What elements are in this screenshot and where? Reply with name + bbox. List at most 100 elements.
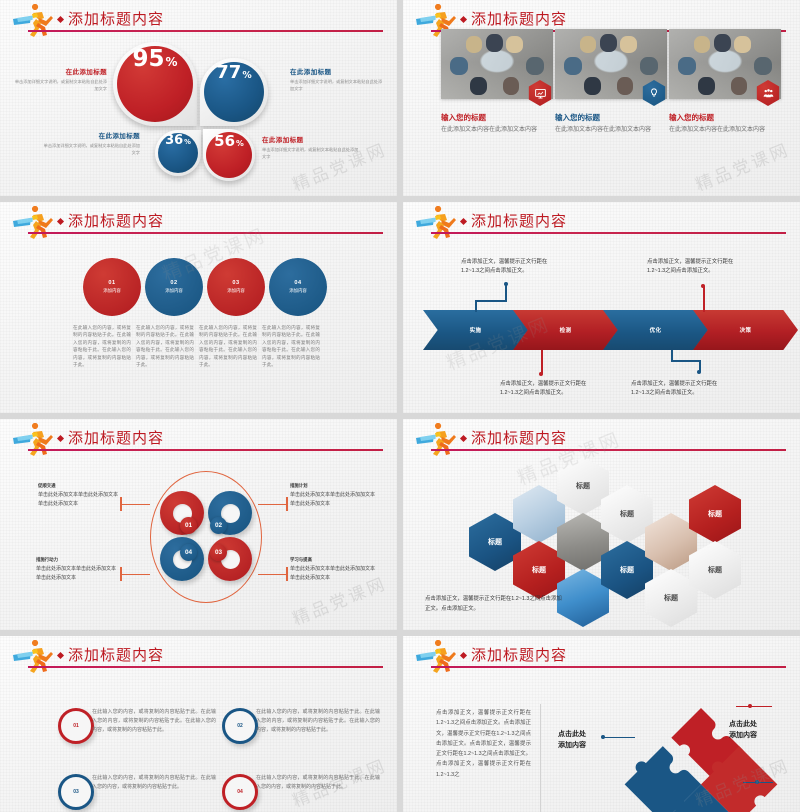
- process-step-3[interactable]: 优化: [603, 310, 708, 350]
- diamond-bullet-icon: [56, 434, 65, 443]
- process-note-2: 点击添加正文，温馨提示正文行距在1.2~1.3之间点击添加正文。: [500, 381, 587, 397]
- callout-line-3: [120, 574, 150, 575]
- hex-label-blue-2[interactable]: 标题: [601, 541, 653, 599]
- hex-photo-windmill[interactable]: [513, 485, 565, 543]
- item-ring-1[interactable]: 01: [58, 708, 94, 744]
- ring-callout-3: 措施行动力 单击此处添加文本单击此处添加文本单击此处添加文本: [36, 557, 118, 583]
- hex-label-red-2[interactable]: 标题: [689, 485, 741, 543]
- hex-photo-hands-team[interactable]: [645, 513, 697, 571]
- people-group-icon[interactable]: [756, 80, 780, 106]
- stat-label-block-2: 在此添加标题 单击添加详细文字说明，或复制文本粘贴自此处添加文字: [290, 66, 385, 92]
- process-step-4[interactable]: 决策: [693, 310, 798, 350]
- stat-circle-3[interactable]: 36%: [158, 133, 198, 173]
- hex-text-3: 标题: [576, 483, 590, 490]
- stat-value-2: 77: [216, 62, 242, 83]
- hex-label-white-2[interactable]: 标题: [601, 485, 653, 543]
- stat-unit-2: %: [242, 70, 252, 81]
- slide-photo-cards[interactable]: 添加标题内容 输入您的标题 在此添加文本内容在此添加文本内容: [403, 0, 800, 196]
- slide-four-columns[interactable]: 添加标题内容 01 添加内容 02 添加内容 03 添加内容 04 添加内容 在…: [0, 202, 397, 413]
- slide-chevron-process[interactable]: 添加标题内容 实施 检测 优化 决策 点击添加正文，温馨提示正文行距在1.2~1…: [403, 202, 800, 413]
- stat-label-block-4: 在此添加标题 单击添加详细文字说明，或复制文本粘贴自此处添加文字: [262, 134, 362, 160]
- puzzle-callout-left-line1: 点击此处: [558, 731, 586, 738]
- callout-line-4: [258, 574, 288, 575]
- hex-text-6: 标题: [664, 595, 678, 602]
- ring-callout-title-3: 措施行动力: [36, 557, 58, 562]
- slide-title: 添加标题内容: [471, 10, 568, 28]
- ring-number-1: 01: [180, 517, 197, 534]
- leader-line-2-v: [541, 350, 543, 374]
- slide-hexagon-mosaic[interactable]: 添加标题内容 标题 标题 标题 标题 标题 标题 标题 标题 点击添加正文，温馨…: [403, 419, 800, 630]
- process-step-label-2: 检测: [559, 328, 572, 334]
- vertical-divider: [540, 704, 541, 812]
- leader-line-3-v: [671, 350, 673, 362]
- column-circle-2[interactable]: 02 添加内容: [145, 258, 203, 316]
- column-circle-1[interactable]: 01 添加内容: [83, 258, 141, 316]
- column-circle-4[interactable]: 04 添加内容: [269, 258, 327, 316]
- slide-title: 添加标题内容: [68, 646, 165, 664]
- running-athlete-logo-icon: [13, 640, 53, 673]
- item-ring-3[interactable]: 03: [58, 774, 94, 810]
- hex-text-5: 标题: [620, 567, 634, 574]
- column-sub-1: 添加内容: [103, 287, 121, 293]
- process-note-4: 点击添加正文，温馨提示正文行距在1.2~1.3之间点击添加正文。: [647, 259, 734, 275]
- hex-label-blue-1[interactable]: 标题: [469, 513, 521, 571]
- ring-number-2: 02: [210, 517, 227, 534]
- meeting-photo-3[interactable]: [669, 29, 781, 99]
- diamond-bullet-icon: [56, 217, 65, 226]
- hex-label-white-3[interactable]: 标题: [645, 569, 697, 627]
- diamond-bullet-icon: [459, 434, 468, 443]
- leader-line-1-v: [475, 300, 477, 312]
- hex-label-white-1[interactable]: 标题: [557, 457, 609, 515]
- slide-header: 添加标题内容: [403, 419, 800, 459]
- slide-ring-paragraphs[interactable]: 添加标题内容 01 在此输入您的内容，或将复制的内容粘贴于此。在此输入您的内容，…: [0, 636, 397, 812]
- header-underline: [28, 30, 383, 32]
- hex-text-8: 标题: [708, 567, 722, 574]
- slide-four-rings[interactable]: 添加标题内容 01 02 04 03 促顺交通 单击此处添加文本单击此处添加文本…: [0, 419, 397, 630]
- column-num-1: 01: [108, 280, 116, 287]
- slide-title: 添加标题内容: [471, 429, 568, 447]
- slide-header: 添加标题内容: [403, 202, 800, 242]
- hex-text-2: 标题: [532, 567, 546, 574]
- leader-line-3-u: [699, 360, 701, 372]
- slide-header: 添加标题内容: [0, 202, 397, 242]
- hex-photo-sky-plane[interactable]: [557, 569, 609, 627]
- concept-ring-4[interactable]: [160, 537, 204, 581]
- slide-title: 添加标题内容: [471, 646, 568, 664]
- stat-desc-4: 单击添加详细文字说明，或复制文本粘贴自此处添加文字: [262, 147, 359, 159]
- process-step-2[interactable]: 检测: [513, 310, 618, 350]
- hex-text-4: 标题: [620, 511, 634, 518]
- stat-label-4: 在此添加标题: [262, 137, 304, 144]
- stat-circle-4[interactable]: 56%: [206, 132, 252, 178]
- stat-unit-1: %: [165, 55, 178, 69]
- column-num-3: 03: [232, 280, 240, 287]
- stat-value-1: 95: [132, 46, 165, 72]
- item-body-2: 在此输入您的内容，或将复制的内容粘贴于此。在此输入您的内容，或将复制的内容粘贴于…: [256, 709, 380, 733]
- hex-label-red-1[interactable]: 标题: [513, 541, 565, 599]
- item-ring-4[interactable]: 04: [222, 774, 258, 810]
- diamond-bullet-icon: [56, 15, 65, 24]
- process-step-label-4: 决策: [739, 328, 752, 334]
- item-body-1: 在此输入您的内容，或将复制的内容粘贴于此。在此输入您的内容，或将复制的内容粘贴于…: [92, 709, 216, 733]
- presentation-chart-icon[interactable]: [528, 80, 552, 106]
- slide-percent-circles[interactable]: 添加标题内容 95% 77% 36% 56%: [0, 0, 397, 196]
- header-underline: [28, 232, 383, 234]
- leader-dot-3: [697, 370, 701, 374]
- hex-label-white-4[interactable]: 标题: [689, 541, 741, 599]
- puzzle-graphic[interactable]: [593, 696, 800, 812]
- stat-circle-1[interactable]: 95%: [117, 46, 193, 122]
- hex-text-1: 标题: [488, 539, 502, 546]
- puzzle-paragraph: 点击添加正文，温馨提示正文行距在1.2~1.3之间点击添加正文。点击添加正文，温…: [436, 710, 531, 778]
- stat-circle-2[interactable]: 77%: [204, 62, 264, 122]
- ring-callout-2: 措施计划 单击此处添加文本单击此处添加加文本单击此处添加文本: [290, 483, 378, 509]
- card-caption-1: 输入您的标题 在此添加文本内容在此添加文本内容: [441, 112, 556, 136]
- diamond-bullet-icon: [459, 15, 468, 24]
- lightbulb-head-icon[interactable]: [642, 80, 666, 106]
- puzzle-callout-dot-left: [601, 735, 605, 739]
- item-ring-2[interactable]: 02: [222, 708, 258, 744]
- process-step-1[interactable]: 实施: [423, 310, 528, 350]
- ring-callout-title-4: 学习与提高: [290, 557, 312, 562]
- hex-photo-ladder[interactable]: [557, 513, 609, 571]
- slide-puzzle[interactable]: 添加标题内容 点击添加正文，温馨提示正文行距在1.2~1.3之间点击添加正文。点…: [403, 636, 800, 812]
- running-athlete-logo-icon: [13, 4, 53, 37]
- column-circle-3[interactable]: 03 添加内容: [207, 258, 265, 316]
